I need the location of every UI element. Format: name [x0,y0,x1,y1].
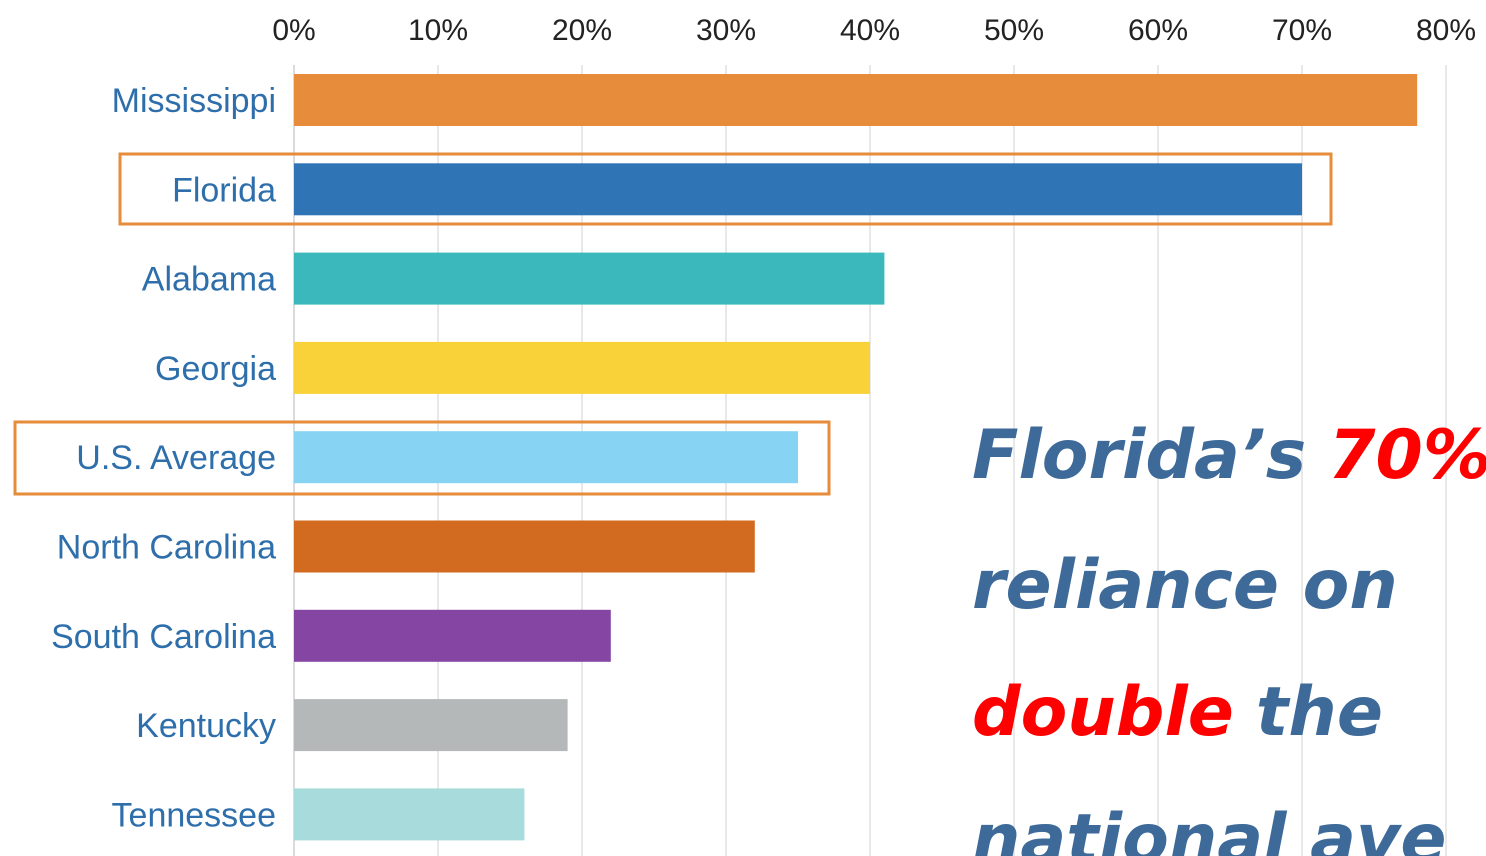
annotation-text: the [1256,673,1383,752]
x-tick-label: 10% [408,14,468,47]
x-tick-label: 0% [272,14,315,47]
annotation: reliance on [972,546,1398,625]
annotation: national ave [972,800,1446,856]
x-tick-label: 30% [696,14,756,47]
annotation-text: reliance on [972,546,1398,625]
y-tick-label: Florida [172,171,276,209]
annotation-text: double [972,673,1234,752]
bar [294,699,568,752]
y-tick-label: U.S. Average [76,439,276,477]
bar [294,74,1418,126]
y-tick-label: Georgia [155,350,276,388]
y-tick-label: Alabama [142,261,276,299]
x-tick-label: 50% [984,14,1044,47]
y-tick-label: North Carolina [57,529,276,567]
bar [294,431,798,484]
x-tick-label: 20% [552,14,612,47]
y-tick-label: South Carolina [51,618,276,656]
y-tick-label: Mississippi [112,82,276,120]
highlight-box [13,420,831,496]
x-tick-label: 70% [1272,14,1332,47]
bar [294,609,611,662]
y-tick-label: Kentucky [136,707,276,745]
x-tick-label: 40% [840,14,900,47]
x-tick-label: 80% [1416,14,1476,47]
annotation-text: national ave [972,800,1446,856]
bar [294,520,755,573]
bar [294,252,885,305]
y-tick-label: Tennessee [112,796,276,834]
bar [294,788,525,841]
x-tick-label: 60% [1128,14,1188,47]
annotation: Florida’s 70% [972,416,1486,495]
bar [294,341,870,394]
annotation-text: Florida’s [972,416,1306,495]
bar [294,163,1302,216]
annotation: double the [972,673,1383,752]
highlight-box [118,152,1333,226]
annotation-text: 70% [1328,416,1486,495]
